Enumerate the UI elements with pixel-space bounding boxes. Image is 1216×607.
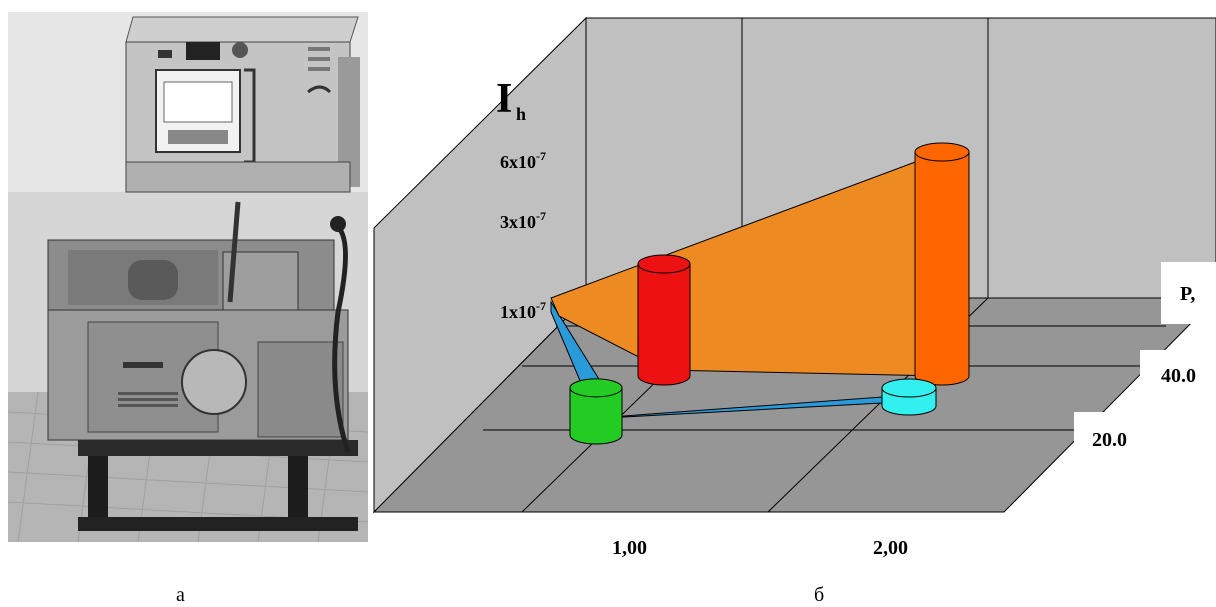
bar [914, 142, 970, 386]
y-axis-subscript: h [516, 104, 526, 124]
bar [637, 254, 691, 386]
y-tick-label: 3x10-7 [500, 209, 546, 232]
bar-top [881, 378, 937, 398]
y-axis-label: I [496, 76, 512, 122]
bar-body [914, 151, 970, 386]
bar [569, 378, 623, 445]
equipment-photo [8, 12, 368, 542]
bar [881, 378, 937, 416]
depth-axis-label: P, [1180, 283, 1195, 305]
depth-axis: P, [1074, 262, 1216, 472]
depth-label-box [1140, 350, 1216, 394]
y-tick-label: 6x10-7 [500, 149, 546, 172]
bar-body [637, 263, 691, 386]
bar-top [637, 254, 691, 274]
bar-top [914, 142, 970, 162]
y-axis-title: I h [496, 76, 526, 124]
caption-b: б [814, 584, 825, 606]
chart: I h 1x10-7 3x10-7 6x10-7 1,00 2,00 P, 20.0 4… [372, 16, 1216, 559]
y-tick-exponent: -7 [536, 299, 546, 313]
caption-a: а [176, 584, 185, 606]
depth-tick-label: 20.0 [1092, 429, 1127, 451]
bar-body [569, 387, 623, 445]
y-tick-label: 1x10-7 [500, 299, 546, 322]
depth-label-box [1074, 412, 1184, 472]
y-tick-exponent: -7 [536, 209, 546, 223]
y-tick-exponent: -7 [536, 149, 546, 163]
bar-top [569, 378, 623, 398]
depth-tick-label: 40.0 [1161, 365, 1196, 387]
x-tick-label: 1,00 [612, 537, 647, 559]
x-tick-label: 2,00 [873, 537, 908, 559]
